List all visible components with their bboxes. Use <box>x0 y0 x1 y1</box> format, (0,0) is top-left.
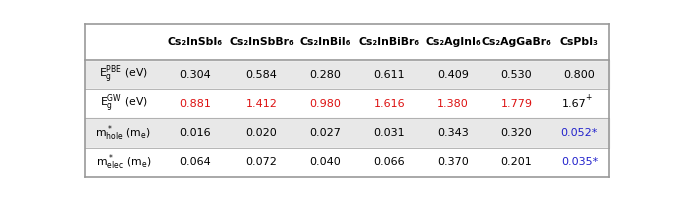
Text: 0.304: 0.304 <box>179 69 211 80</box>
Bar <box>85 148 609 177</box>
Text: 0.052*: 0.052* <box>561 128 598 138</box>
Text: 0.370: 0.370 <box>437 157 468 167</box>
Text: +: + <box>585 94 592 102</box>
Text: 0.611: 0.611 <box>374 69 406 80</box>
Text: 0.280: 0.280 <box>309 69 341 80</box>
Text: 1.616: 1.616 <box>374 99 406 109</box>
Text: Cs₂InSbBr₆: Cs₂InSbBr₆ <box>229 37 294 47</box>
Text: 0.201: 0.201 <box>500 157 532 167</box>
Text: 0.072: 0.072 <box>246 157 278 167</box>
Text: 0.040: 0.040 <box>309 157 341 167</box>
Text: 1.67: 1.67 <box>562 99 586 109</box>
Text: 0.881: 0.881 <box>179 99 211 109</box>
Bar <box>85 118 609 148</box>
Bar <box>85 89 609 118</box>
Bar <box>85 24 609 60</box>
Text: 0.800: 0.800 <box>563 69 595 80</box>
Text: 0.031: 0.031 <box>374 128 406 138</box>
Text: 1.412: 1.412 <box>246 99 278 109</box>
Bar <box>85 60 609 89</box>
Text: $\mathregular{m^*_{elec}}$ ($\mathregular{m_e}$): $\mathregular{m^*_{elec}}$ ($\mathregula… <box>95 152 151 172</box>
Text: $\mathregular{E_g^{GW}}$ (eV): $\mathregular{E_g^{GW}}$ (eV) <box>100 93 148 115</box>
Text: $\mathregular{m^*_{hole}}$ ($\mathregular{m_e}$): $\mathregular{m^*_{hole}}$ ($\mathregula… <box>95 123 152 143</box>
Text: $\mathregular{E_g^{PBE}}$ (eV): $\mathregular{E_g^{PBE}}$ (eV) <box>99 63 148 86</box>
Text: 0.530: 0.530 <box>500 69 532 80</box>
Text: 0.035*: 0.035* <box>561 157 598 167</box>
Text: 0.584: 0.584 <box>246 69 278 80</box>
Text: 0.020: 0.020 <box>246 128 278 138</box>
Text: 0.066: 0.066 <box>374 157 406 167</box>
Text: 0.027: 0.027 <box>309 128 341 138</box>
Text: 0.980: 0.980 <box>309 99 341 109</box>
Text: Cs₂InBiI₆: Cs₂InBiI₆ <box>300 37 351 47</box>
Text: 0.320: 0.320 <box>500 128 532 138</box>
Text: CsPbI₃: CsPbI₃ <box>560 37 599 47</box>
Text: 0.016: 0.016 <box>179 128 211 138</box>
Text: Cs₂AgInI₆: Cs₂AgInI₆ <box>425 37 481 47</box>
Text: 1.779: 1.779 <box>500 99 532 109</box>
Text: Cs₂InBiBr₆: Cs₂InBiBr₆ <box>359 37 420 47</box>
Text: 0.064: 0.064 <box>179 157 211 167</box>
Text: 0.343: 0.343 <box>437 128 468 138</box>
Text: Cs₂AgGaBr₆: Cs₂AgGaBr₆ <box>481 37 551 47</box>
Text: 0.409: 0.409 <box>437 69 469 80</box>
Text: Cs₂InSbI₆: Cs₂InSbI₆ <box>168 37 223 47</box>
Text: 1.380: 1.380 <box>437 99 468 109</box>
